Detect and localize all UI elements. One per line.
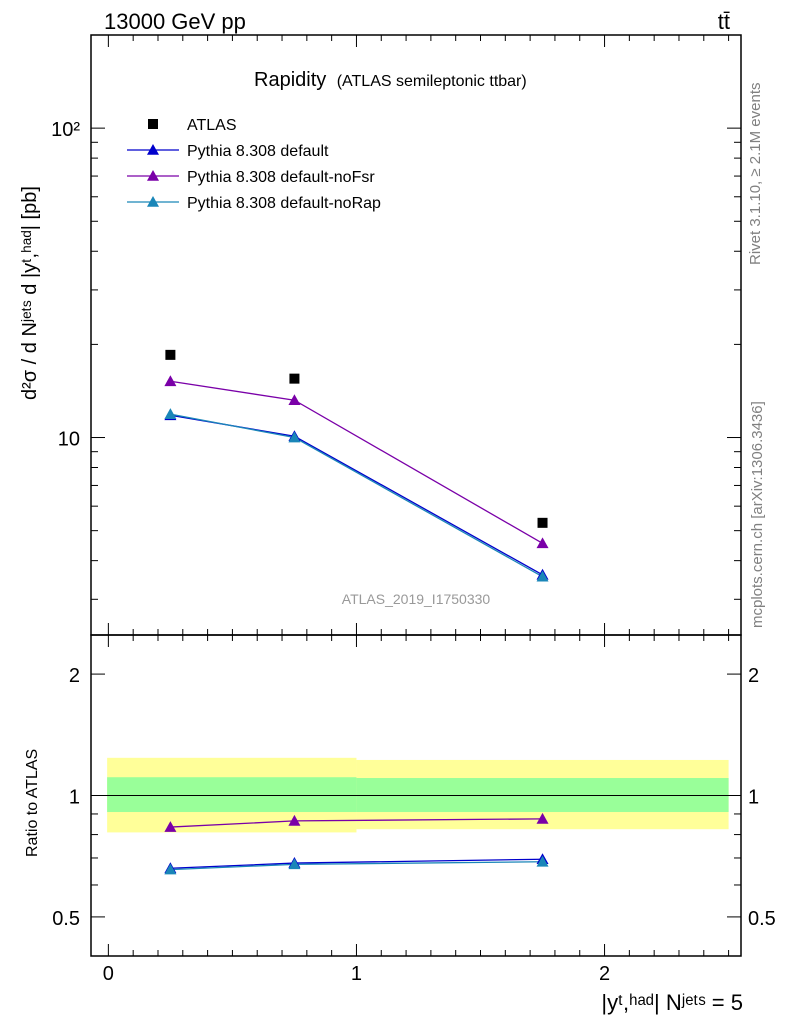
analysis-watermark: ATLAS_2019_I1750330 [342,591,491,607]
legend-label: ATLAS [187,117,237,134]
data-point [165,349,176,360]
ratio-series-point [164,863,177,875]
series-point [164,408,177,419]
uncertainty-band-green [107,777,357,813]
ratio-series-point [288,858,301,870]
title-main: Rapidity [254,69,326,91]
ratio-y-tick-label-right: 2 [748,665,759,687]
series-point [536,537,549,549]
legend-marker [147,196,159,207]
legend-label: Pythia 8.308 default-noFsr [187,169,375,186]
legend-marker [147,144,159,155]
ratio-y-tick-label: 1 [69,787,80,809]
x-tick-label: 2 [599,963,610,985]
title-sub: (ATLAS semileptonic ttbar) [337,73,527,90]
ratio-y-tick-label: 2 [69,665,80,687]
legend-label: Pythia 8.308 default [187,143,329,160]
mcplots-label: mcplots.cern.ch [arXiv:1306.3436] [749,401,766,628]
legend-marker [148,119,158,129]
ratio-series-point [164,821,177,832]
ratio-series-point [288,814,301,826]
ratio-y-tick-label: 0.5 [52,908,80,930]
ratio-y-tick-label-right: 1 [748,787,759,809]
data-point [289,373,300,384]
y-tick-label: 10² [51,119,80,141]
series-point [164,375,177,387]
ratio-series-point [536,812,549,824]
plot-title: Rapidity (ATLAS semileptonic ttbar) [254,69,527,91]
series-line [170,413,543,578]
ratio-series-point [536,855,549,867]
x-axis-label: |yᵗ,ʰᵃᵈ| Nʲᵉᵗˢ = 5 [601,990,743,1015]
y-axis-label-bottom: Ratio to ATLAS [24,749,41,857]
header-right: tt̄ [718,9,730,34]
series-point [288,394,301,406]
series-line [170,414,543,576]
header-left: 13000 GeV pp [104,9,246,34]
legend-marker [147,170,159,181]
x-tick-label: 1 [351,963,362,985]
rivet-label: Rivet 3.1.10, ≥ 2.1M events [747,83,764,266]
series-point [288,431,301,443]
legend-label: Pythia 8.308 default-noRap [187,195,381,212]
data-point [537,517,548,528]
ratio-y-tick-label-right: 0.5 [748,908,776,930]
series-line [170,380,543,544]
series-point [536,570,549,582]
x-tick-label: 0 [103,963,114,985]
y-axis-label-top: d²σ / d Nʲᵉᵗˢ d |yᵗ,ʰᵃᵈ| [pb] [19,186,41,400]
y-tick-label: 10 [58,429,80,451]
